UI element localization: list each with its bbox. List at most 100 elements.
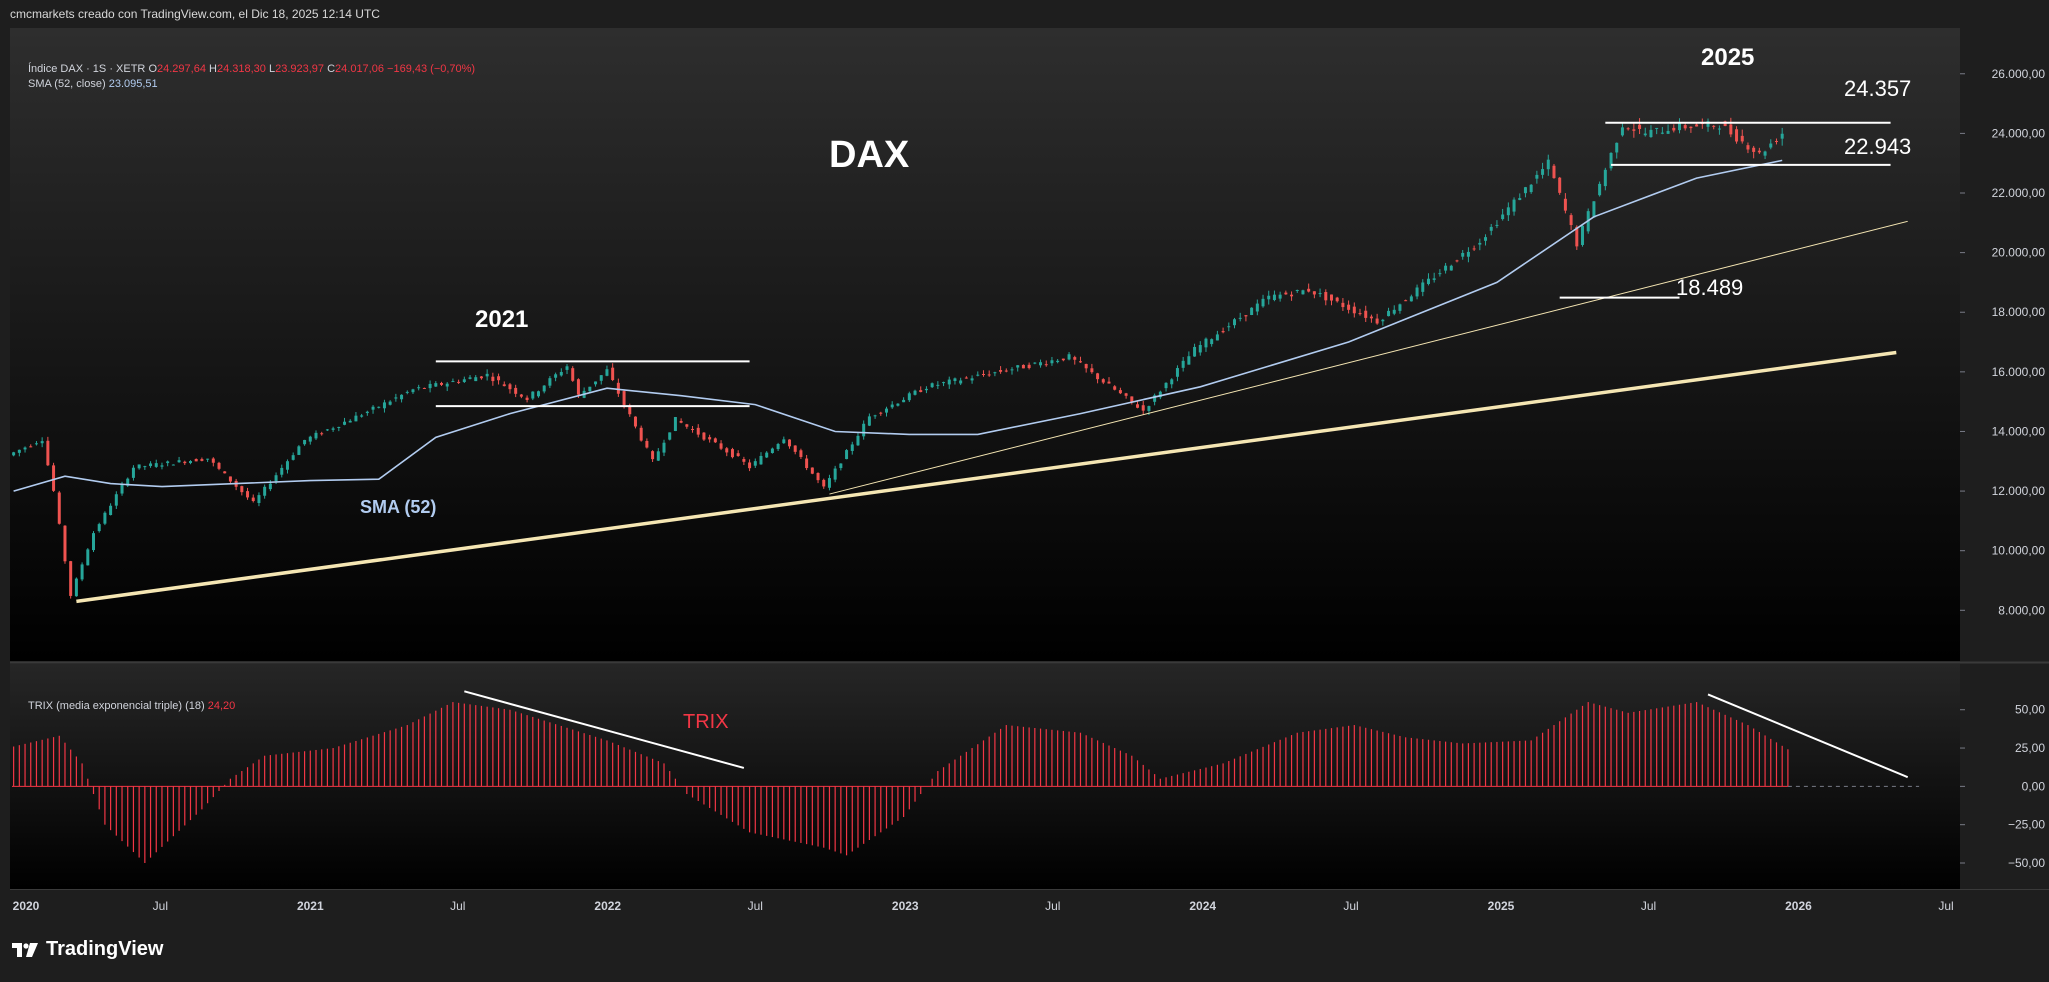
trix-legend[interactable]: TRIX (media exponencial triple) (18) 24,… — [28, 700, 235, 712]
candle-down — [1061, 358, 1065, 361]
candle-up — [536, 391, 540, 397]
price-axis-bg[interactable] — [1960, 28, 2049, 889]
main-pane-bg — [10, 28, 1960, 661]
candle-down — [1136, 404, 1140, 408]
candle-up — [1649, 129, 1653, 138]
candle-up — [268, 483, 272, 490]
annotation-level-22943: 22.943 — [1844, 134, 1912, 159]
candle-down — [1569, 215, 1573, 226]
candle-up — [605, 369, 609, 376]
candle-up — [827, 478, 831, 488]
candle-down — [1626, 128, 1630, 130]
candle-down — [1364, 310, 1368, 318]
candle-down — [1695, 124, 1699, 127]
candle-up — [1478, 242, 1482, 245]
candle-up — [936, 384, 940, 386]
candle-up — [1666, 131, 1670, 134]
candle-down — [52, 465, 56, 491]
candle-up — [1512, 199, 1516, 212]
candle-down — [223, 471, 227, 474]
candle-down — [1404, 300, 1408, 302]
trix-trendline — [464, 690, 745, 769]
candle-up — [1523, 187, 1527, 194]
candle-down — [1004, 370, 1008, 372]
legend-open-label: O — [148, 63, 157, 75]
candle-down — [1558, 177, 1562, 193]
time-tick-label: 2021 — [297, 899, 324, 913]
trix-tick-label: 0,00 — [2022, 779, 2046, 793]
main-legend[interactable]: Índice DAX · 1S · XETR O24.297,64 H24.31… — [28, 62, 475, 92]
candle-up — [850, 444, 854, 451]
candle-up — [1415, 287, 1419, 297]
candle-up — [40, 441, 44, 444]
candle-up — [1295, 289, 1299, 291]
candle-down — [713, 438, 717, 443]
annotation-level-18489: 18.489 — [1676, 275, 1744, 300]
candle-up — [1204, 338, 1208, 348]
candle-up — [177, 460, 181, 463]
candle-up — [109, 505, 113, 516]
candle-down — [519, 394, 523, 397]
candle-down — [1752, 147, 1756, 152]
candle-up — [1706, 121, 1710, 127]
candle-down — [987, 374, 991, 376]
candle-down — [246, 491, 250, 498]
candle-down — [616, 382, 620, 394]
tradingview-logo[interactable]: TradingView — [12, 938, 163, 961]
candle-down — [183, 461, 187, 464]
chart-svg[interactable]: 26.000,00 24.000,00 22.000,00 20.000,00 18.0… — [10, 28, 2049, 924]
candle-up — [1164, 382, 1168, 389]
candle-down — [251, 497, 255, 502]
candle-down — [964, 377, 968, 379]
price-tick-label: 14.000,00 — [1992, 424, 2046, 438]
candle-up — [1449, 265, 1453, 271]
candle-down — [810, 467, 814, 474]
candle-up — [1461, 252, 1465, 257]
annotation-dax: DAX — [829, 134, 910, 176]
candle-up — [166, 461, 170, 464]
candle-up — [1717, 128, 1721, 130]
candle-down — [479, 376, 483, 379]
candle-up — [656, 451, 660, 461]
candle-up — [542, 385, 546, 392]
candle-down — [240, 486, 244, 493]
time-tick-label: Jul — [1343, 899, 1358, 913]
candle-up — [291, 455, 295, 460]
candle-up — [382, 402, 386, 409]
candle-up — [1301, 290, 1305, 295]
candle-down — [1307, 288, 1311, 292]
candle-up — [953, 378, 957, 381]
candles-group — [12, 117, 1784, 599]
candle-down — [1672, 127, 1676, 131]
legend-trix-value: 24,20 — [207, 700, 236, 712]
candle-down — [1284, 292, 1288, 295]
candle-down — [502, 384, 506, 387]
time-tick-label: Jul — [450, 899, 465, 913]
candle-down — [1341, 302, 1345, 308]
candle-up — [1267, 295, 1271, 300]
candle-up — [1535, 174, 1539, 179]
annotation-2025: 2025 — [1701, 44, 1755, 71]
candle-up — [548, 378, 552, 386]
candle-up — [17, 449, 21, 453]
candle-down — [514, 387, 518, 394]
candle-up — [400, 394, 404, 400]
candle-down — [497, 376, 501, 381]
candle-up — [776, 443, 780, 450]
candle-up — [1598, 183, 1602, 196]
candle-down — [736, 453, 740, 456]
candle-up — [274, 475, 278, 482]
legend-sma-value: 23.095,51 — [108, 78, 158, 90]
candle-up — [594, 381, 598, 385]
chart-area[interactable]: 26.000,00 24.000,00 22.000,00 20.000,00 18.0… — [10, 28, 2049, 924]
candle-down — [822, 479, 826, 487]
sma-line — [13, 159, 1783, 492]
candle-down — [1575, 226, 1579, 247]
candle-up — [1170, 379, 1174, 385]
candle-down — [816, 473, 820, 481]
candle-down — [1358, 313, 1362, 315]
candle-up — [171, 464, 175, 466]
candle-up — [411, 389, 415, 393]
candle-up — [331, 428, 335, 430]
candle-down — [69, 561, 73, 596]
